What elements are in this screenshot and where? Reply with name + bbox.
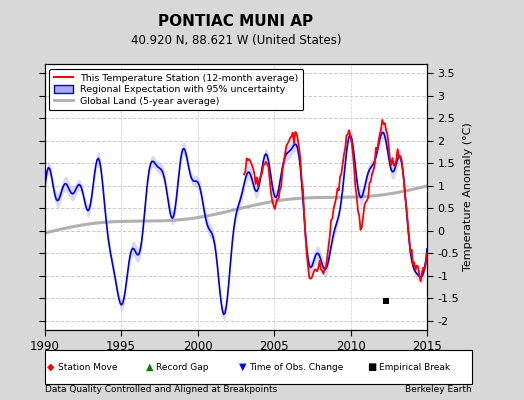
Text: Empirical Break: Empirical Break	[379, 362, 450, 372]
Text: Record Gap: Record Gap	[156, 362, 209, 372]
Text: ▲: ▲	[146, 362, 153, 372]
Text: Berkeley Earth: Berkeley Earth	[405, 385, 472, 394]
Text: 40.920 N, 88.621 W (United States): 40.920 N, 88.621 W (United States)	[130, 34, 341, 47]
Text: Station Move: Station Move	[58, 362, 117, 372]
Text: ▼: ▼	[239, 362, 246, 372]
Text: ■: ■	[367, 362, 377, 372]
Text: Data Quality Controlled and Aligned at Breakpoints: Data Quality Controlled and Aligned at B…	[45, 385, 277, 394]
Text: PONTIAC MUNI AP: PONTIAC MUNI AP	[158, 14, 313, 29]
Legend: This Temperature Station (12-month average), Regional Expectation with 95% uncer: This Temperature Station (12-month avera…	[49, 69, 303, 110]
Text: Time of Obs. Change: Time of Obs. Change	[249, 362, 344, 372]
Text: ◆: ◆	[47, 362, 54, 372]
Y-axis label: Temperature Anomaly (°C): Temperature Anomaly (°C)	[463, 123, 473, 271]
